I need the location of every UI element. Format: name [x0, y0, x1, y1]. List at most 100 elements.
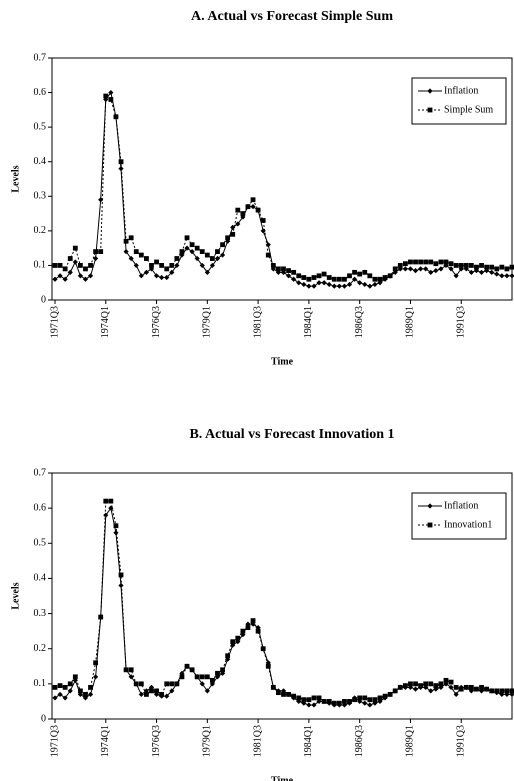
legend-marker — [427, 522, 433, 528]
x-tick-label: 1989Q1 — [405, 306, 416, 338]
point — [301, 697, 307, 703]
point — [484, 264, 490, 270]
point — [484, 268, 490, 274]
x-tick-label: 1974Q1 — [100, 725, 111, 757]
point — [108, 498, 114, 504]
point — [504, 273, 510, 279]
point — [367, 283, 373, 289]
point — [138, 681, 144, 687]
point — [372, 281, 378, 288]
point — [463, 263, 469, 268]
point — [311, 695, 317, 701]
point — [448, 261, 454, 267]
x-tick-label: 1991Q3 — [456, 306, 467, 338]
point — [321, 699, 327, 704]
y-tick-label: 0.5 — [34, 538, 47, 549]
point — [301, 281, 307, 288]
point — [326, 275, 332, 280]
point — [367, 702, 373, 708]
point — [184, 245, 190, 251]
point — [57, 691, 63, 697]
point — [499, 273, 505, 279]
point — [479, 263, 484, 268]
point — [103, 93, 109, 99]
point — [235, 207, 241, 213]
point — [199, 249, 205, 254]
point — [250, 197, 256, 203]
point — [255, 625, 261, 631]
point — [270, 263, 276, 268]
x-axis-label: Time — [271, 356, 294, 367]
point — [113, 114, 119, 120]
y-tick-label: 0 — [41, 294, 46, 305]
point — [402, 266, 408, 272]
point — [93, 255, 99, 262]
point — [118, 572, 124, 578]
point — [453, 691, 459, 697]
point — [468, 688, 474, 694]
x-tick-label: 1984Q1 — [303, 306, 314, 338]
y-tick-label: 0.7 — [34, 467, 47, 478]
point — [159, 274, 165, 281]
point — [458, 686, 464, 692]
point — [448, 679, 454, 685]
x-axis-label: Time — [271, 775, 294, 781]
point — [169, 263, 175, 268]
point — [286, 268, 291, 274]
point — [184, 663, 190, 669]
point — [468, 269, 474, 275]
point — [372, 697, 378, 703]
point — [52, 263, 58, 268]
point — [412, 686, 419, 692]
point — [204, 252, 210, 258]
y-tick-label: 0.2 — [34, 643, 47, 654]
point — [154, 259, 159, 265]
point — [346, 281, 353, 288]
point — [326, 281, 332, 288]
point — [433, 261, 439, 267]
point — [276, 266, 281, 272]
point — [453, 273, 459, 279]
point — [189, 667, 195, 673]
point — [72, 677, 78, 683]
point — [408, 681, 413, 687]
point — [316, 698, 322, 705]
point — [169, 688, 175, 694]
point — [52, 276, 58, 282]
point — [352, 697, 357, 703]
x-tick-label: 1979Q1 — [202, 306, 213, 338]
point — [57, 683, 63, 689]
point — [392, 266, 398, 272]
point — [341, 702, 348, 708]
point — [113, 523, 119, 529]
point — [357, 698, 363, 705]
point — [367, 273, 373, 279]
point — [484, 686, 490, 692]
point — [474, 686, 479, 692]
legend-marker — [427, 107, 433, 113]
point — [509, 273, 514, 279]
point — [225, 235, 231, 241]
point — [306, 276, 312, 282]
point — [153, 691, 160, 697]
x-tick-label: 1976Q3 — [151, 725, 162, 757]
y-tick-label: 0 — [41, 713, 46, 724]
point — [321, 280, 327, 286]
point — [169, 269, 175, 275]
point — [281, 692, 286, 697]
point — [52, 684, 58, 690]
point — [250, 618, 256, 623]
point — [255, 207, 261, 213]
point — [311, 702, 317, 708]
point — [93, 674, 99, 680]
point — [204, 269, 210, 275]
point — [260, 218, 266, 223]
point — [230, 231, 236, 237]
point — [235, 635, 241, 641]
x-tick-label: 1986Q3 — [354, 306, 365, 338]
point — [397, 684, 403, 690]
point — [478, 269, 485, 275]
point — [235, 639, 241, 645]
point — [296, 695, 302, 701]
point — [174, 681, 180, 687]
